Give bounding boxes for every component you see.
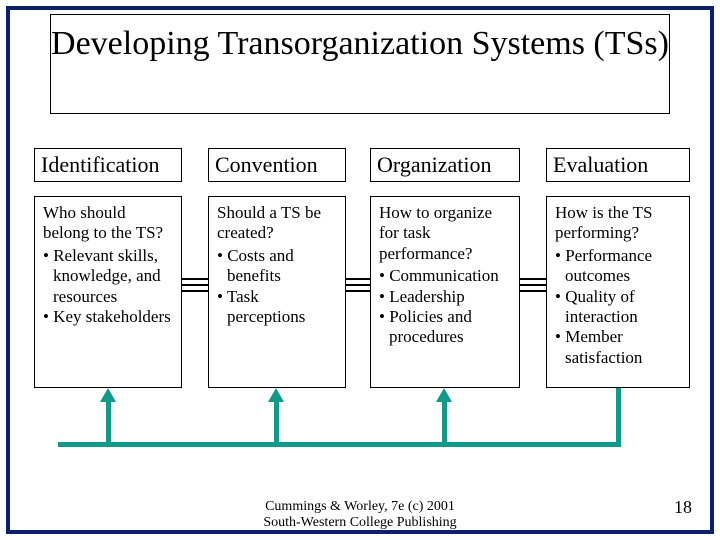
bullet: • Key stakeholders [43, 307, 175, 327]
connector-2-3 [346, 284, 370, 286]
bullet: • Task perceptions [217, 287, 339, 328]
feedback-up-2 [274, 400, 279, 447]
stage-header-convention: Convention [208, 148, 346, 182]
bullet: • Policies and procedures [379, 307, 513, 348]
connector-3-4 [520, 284, 546, 286]
bullet: • Communication [379, 266, 513, 286]
footer-line-2: South-Western College Publishing [0, 515, 720, 530]
stage-header-identification: Identification [34, 148, 182, 182]
bullet: • Quality of interaction [555, 287, 683, 328]
bullet: • Relevant skills, knowledge, and resour… [43, 246, 175, 307]
arrow-up-icon [436, 388, 452, 402]
stage-intro: Who should belong to the TS? [43, 203, 175, 244]
stage-intro: How is the TS performing? [555, 203, 683, 244]
stage-intro: How to organize for task performance? [379, 203, 513, 264]
arrow-up-icon [100, 388, 116, 402]
stage-body-convention: Should a TS be created? • Costs and bene… [208, 196, 346, 388]
footer-line-1: Cummings & Worley, 7e (c) 2001 [0, 499, 720, 514]
stage-intro: Should a TS be created? [217, 203, 339, 244]
bullet: • Costs and benefits [217, 246, 339, 287]
feedback-up-3 [442, 400, 447, 447]
slide-title: Developing Transorganization Systems (TS… [50, 14, 670, 114]
page-number: 18 [674, 497, 692, 518]
stage-body-identification: Who should belong to the TS? • Relevant … [34, 196, 182, 388]
feedback-down [616, 388, 621, 447]
stage-header-organization: Organization [370, 148, 520, 182]
stage-body-evaluation: How is the TS performing? • Performance … [546, 196, 690, 388]
feedback-bar [58, 442, 621, 447]
stage-body-organization: How to organize for task performance? • … [370, 196, 520, 388]
bullet: • Leadership [379, 287, 513, 307]
connector-1-2 [182, 284, 208, 286]
footer: Cummings & Worley, 7e (c) 2001 South-Wes… [0, 499, 720, 530]
arrow-up-icon [268, 388, 284, 402]
bullet: • Member satisfaction [555, 327, 683, 368]
stage-header-evaluation: Evaluation [546, 148, 690, 182]
bullet: • Performance outcomes [555, 246, 683, 287]
feedback-up-1 [106, 400, 111, 447]
